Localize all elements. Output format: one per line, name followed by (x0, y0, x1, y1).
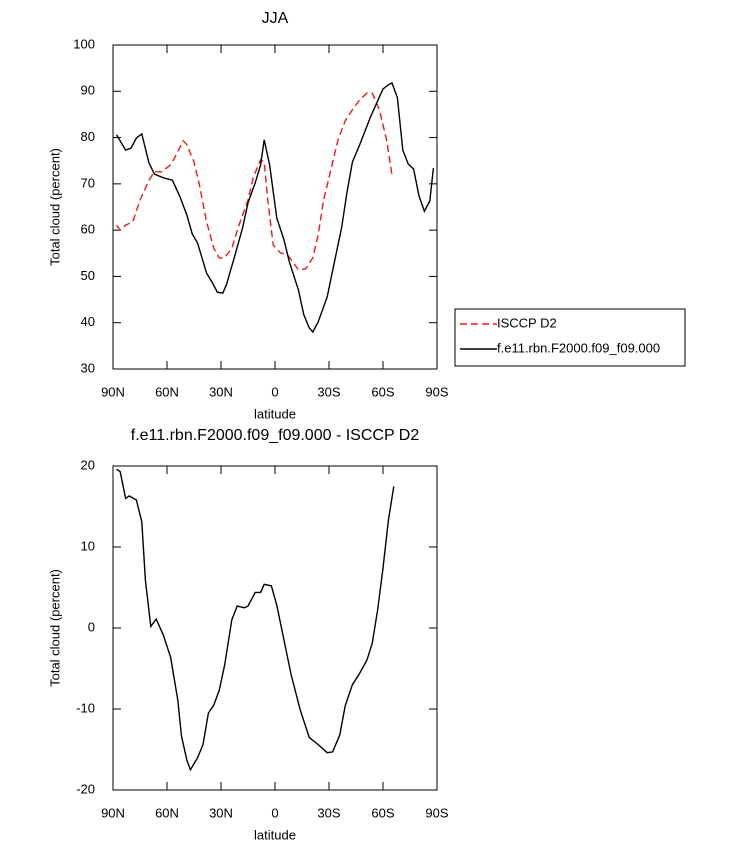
y-tick-label: 40 (81, 314, 95, 329)
x-tick-label: 90S (425, 805, 448, 820)
x-axis-label: latitude (254, 406, 296, 421)
x-tick-label: 90S (425, 384, 448, 399)
x-tick-label: 30S (317, 384, 340, 399)
x-axis-label: latitude (254, 827, 296, 842)
legend-label: ISCCP D2 (497, 315, 557, 330)
x-tick-label: 30N (209, 384, 233, 399)
x-tick-label: 30N (209, 805, 233, 820)
chart-title: f.e11.rbn.F2000.f09_f09.000 - ISCCP D2 (131, 427, 420, 444)
x-tick-label: 90N (101, 384, 125, 399)
data-line (116, 468, 395, 772)
x-tick-label: 60N (155, 384, 179, 399)
y-axis-label: Total cloud (percent) (47, 569, 62, 687)
y-tick-label: 70 (81, 175, 95, 190)
x-tick-label: 60N (155, 805, 179, 820)
y-tick-label: 100 (73, 36, 95, 51)
data-line (116, 92, 393, 271)
x-tick-label: 60S (371, 805, 394, 820)
y-tick-label: -20 (76, 781, 95, 796)
y-tick-label: 50 (81, 268, 95, 283)
data-line (115, 82, 435, 334)
x-tick-label: 60S (371, 384, 394, 399)
y-axis-label: Total cloud (percent) (47, 148, 62, 266)
y-tick-label: 60 (81, 222, 95, 237)
chart-title: JJA (262, 10, 289, 27)
y-tick-label: 20 (81, 457, 95, 472)
y-tick-label: -10 (76, 700, 95, 715)
legend-box (454, 308, 686, 367)
plot-frame (112, 465, 438, 791)
x-tick-label: 90N (101, 805, 125, 820)
y-tick-label: 0 (88, 619, 95, 634)
y-tick-label: 30 (81, 360, 95, 375)
x-tick-label: 0 (271, 384, 278, 399)
y-tick-label: 80 (81, 129, 95, 144)
y-tick-label: 10 (81, 538, 95, 553)
x-tick-label: 0 (271, 805, 278, 820)
legend-label: f.e11.rbn.F2000.f09_f09.000 (497, 340, 660, 355)
x-tick-label: 30S (317, 805, 340, 820)
y-tick-label: 90 (81, 83, 95, 98)
